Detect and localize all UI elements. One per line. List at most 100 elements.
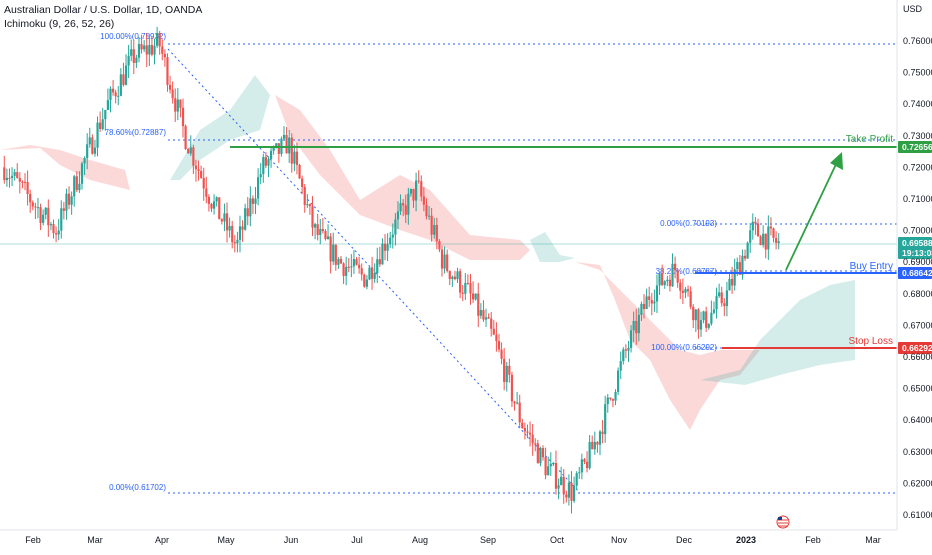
candle-body bbox=[23, 181, 27, 183]
candle-body bbox=[358, 264, 361, 269]
target-arrow-head bbox=[830, 152, 843, 170]
current-price-tag-text: 19:13:08 bbox=[902, 248, 932, 258]
candle-body bbox=[301, 178, 304, 187]
candle-body bbox=[518, 402, 521, 423]
candle-body bbox=[342, 263, 345, 276]
candle-body bbox=[570, 482, 573, 501]
candle-body bbox=[329, 236, 332, 262]
x-tick-label: May bbox=[217, 535, 235, 545]
candle-body bbox=[775, 237, 778, 243]
candle-body bbox=[326, 236, 330, 239]
indicator-legend[interactable]: Ichimoku (9, 26, 52, 26) bbox=[4, 18, 115, 30]
candle-body bbox=[360, 268, 363, 275]
candle-body bbox=[459, 271, 462, 293]
candle-body bbox=[135, 57, 138, 63]
candle-body bbox=[189, 147, 192, 154]
candle-body bbox=[96, 122, 99, 148]
candle-body bbox=[259, 174, 262, 178]
candle-body bbox=[345, 266, 348, 276]
candle-body bbox=[238, 226, 242, 240]
candle-body bbox=[619, 361, 622, 371]
candle-body bbox=[650, 299, 653, 304]
ichimoku-cloud bbox=[575, 262, 760, 430]
ichimoku-cloud bbox=[530, 232, 575, 262]
candle-body bbox=[440, 249, 444, 269]
candle-body bbox=[591, 441, 594, 450]
candle-body bbox=[756, 223, 760, 237]
stop-loss-tag bbox=[898, 342, 932, 354]
candle-body bbox=[396, 211, 400, 220]
candle-body bbox=[236, 239, 239, 244]
candle-body bbox=[733, 269, 736, 286]
candle-body bbox=[176, 99, 179, 112]
candle-body bbox=[295, 151, 299, 165]
candle-body bbox=[86, 144, 89, 159]
candle-body bbox=[451, 276, 454, 280]
candle-body bbox=[26, 182, 29, 194]
candle-body bbox=[78, 183, 81, 191]
candle-body bbox=[10, 175, 14, 179]
stop-loss-tag-text: 0.66292 bbox=[902, 343, 932, 353]
candle-body bbox=[614, 391, 617, 401]
candle-body bbox=[57, 230, 60, 235]
candle-body bbox=[526, 431, 529, 433]
candle-body bbox=[42, 214, 45, 223]
candle-body bbox=[334, 244, 337, 265]
candle-body bbox=[376, 259, 379, 274]
candle-body bbox=[446, 254, 449, 272]
candle-body bbox=[285, 134, 288, 154]
candle-body bbox=[642, 303, 646, 310]
candle-body bbox=[730, 278, 734, 286]
candle-body bbox=[741, 255, 744, 275]
candle-body bbox=[8, 177, 11, 179]
fib2-label-382: 38.20%(0.68787) bbox=[656, 267, 718, 276]
candle-body bbox=[163, 53, 166, 58]
candle-body bbox=[99, 122, 102, 130]
candle-body bbox=[117, 95, 120, 97]
candle-body bbox=[430, 215, 433, 235]
candle-body bbox=[534, 443, 537, 445]
candle-body bbox=[554, 462, 558, 489]
candle-body bbox=[319, 228, 322, 236]
candle-body bbox=[617, 370, 620, 392]
symbol-title: Australian Dollar / U.S. Dollar, 1D, OAN… bbox=[4, 4, 203, 16]
candle-body bbox=[477, 293, 480, 316]
candle-body bbox=[269, 150, 273, 160]
candle-body bbox=[640, 303, 643, 315]
candle-body bbox=[539, 448, 542, 464]
candle-body bbox=[492, 328, 495, 335]
candle-body bbox=[308, 204, 312, 207]
candle-body bbox=[80, 163, 84, 184]
candle-body bbox=[91, 137, 94, 154]
candle-body bbox=[44, 207, 47, 215]
candle-body bbox=[101, 119, 104, 130]
buy-entry-label: Buy Entry bbox=[850, 261, 893, 272]
candle-body bbox=[725, 290, 729, 307]
x-tick-label: Feb bbox=[805, 535, 821, 545]
candle-body bbox=[132, 49, 135, 63]
candle-body bbox=[156, 33, 159, 46]
candle-body bbox=[168, 84, 172, 90]
candle-body bbox=[653, 301, 656, 304]
candle-body bbox=[148, 45, 151, 55]
candle-body bbox=[412, 188, 415, 201]
candle-body bbox=[738, 262, 741, 275]
candle-body bbox=[443, 254, 446, 269]
candle-body bbox=[383, 243, 387, 251]
candle-body bbox=[500, 349, 503, 359]
candle-body bbox=[370, 267, 374, 279]
candle-body bbox=[313, 224, 317, 228]
candle-body bbox=[575, 473, 578, 486]
candle-body bbox=[3, 167, 6, 181]
candle-body bbox=[200, 170, 203, 178]
candle-body bbox=[663, 281, 666, 285]
candle-body bbox=[233, 242, 236, 244]
